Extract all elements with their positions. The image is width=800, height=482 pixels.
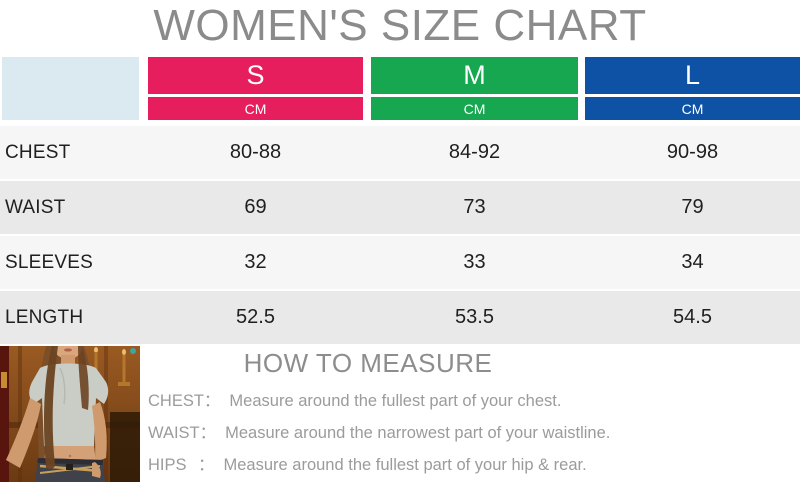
row-label-length: LENGTH xyxy=(5,306,84,328)
how-to-measure-heading: HOW TO MEASURE xyxy=(243,348,493,378)
cell-length-m: 53.5 xyxy=(455,306,494,328)
table-row-length: LENGTH 52.5 53.5 54.5 xyxy=(0,291,800,344)
unit-cell-m: CM xyxy=(371,97,578,120)
cell-sleeves-m: 33 xyxy=(463,251,486,273)
size-header-l: L xyxy=(585,57,800,94)
cell-sleeves-l: 34 xyxy=(681,251,704,273)
measure-text-chest: Measure around the fullest part of your … xyxy=(229,392,562,410)
cell-length-s: 52.5 xyxy=(236,306,275,328)
measure-separator: ： xyxy=(199,424,217,442)
measure-text-hips: Measure around the fullest part of your … xyxy=(223,456,587,474)
measure-item-hips: HIPS ： Measure around the fullest part of … xyxy=(148,451,587,475)
candlestick-right xyxy=(118,349,130,386)
cell-waist-l: 79 xyxy=(681,196,704,218)
cell-chest-l: 90-98 xyxy=(666,141,719,163)
size-header-s: S xyxy=(148,57,363,94)
model-photo xyxy=(0,346,140,482)
size-header-m: M xyxy=(371,57,578,94)
cell-chest-s: 80-88 xyxy=(229,141,282,163)
cell-length-l: 54.5 xyxy=(673,306,712,328)
cell-sleeves-s: 32 xyxy=(244,251,267,273)
unit-cell-l: CM xyxy=(585,97,800,120)
measure-item-chest: CHEST： Measure around the fullest part of… xyxy=(148,387,561,411)
how-to-measure-section: HOW TO MEASURE CHEST： Measure around the … xyxy=(148,346,618,482)
cell-waist-s: 69 xyxy=(244,196,267,218)
measure-label-chest: CHEST xyxy=(148,392,204,410)
row-label-waist: WAIST xyxy=(5,196,66,218)
measure-text-waist: Measure around the narrowest part of you… xyxy=(225,424,611,442)
unit-cell-s: CM xyxy=(148,97,363,120)
table-corner-cell xyxy=(2,57,139,120)
cell-waist-m: 73 xyxy=(463,196,486,218)
measure-label-hips: HIPS xyxy=(148,456,187,474)
page-title: WOMEN'S SIZE CHART xyxy=(153,1,647,50)
table-row-chest: CHEST 80-88 84-92 90-98 xyxy=(0,126,800,179)
cell-chest-m: 84-92 xyxy=(448,141,501,163)
measure-separator: ： xyxy=(203,392,221,410)
measure-separator: ： xyxy=(198,456,215,474)
row-label-sleeves: SLEEVES xyxy=(5,251,94,273)
measure-item-waist: WAIST： Measure around the narrowest part … xyxy=(148,419,610,443)
measure-label-waist: WAIST xyxy=(148,424,200,442)
table-row-waist: WAIST 69 73 79 xyxy=(0,181,800,234)
row-label-chest: CHEST xyxy=(5,141,71,163)
table-row-sleeves: SLEEVES 32 33 34 xyxy=(0,236,800,289)
